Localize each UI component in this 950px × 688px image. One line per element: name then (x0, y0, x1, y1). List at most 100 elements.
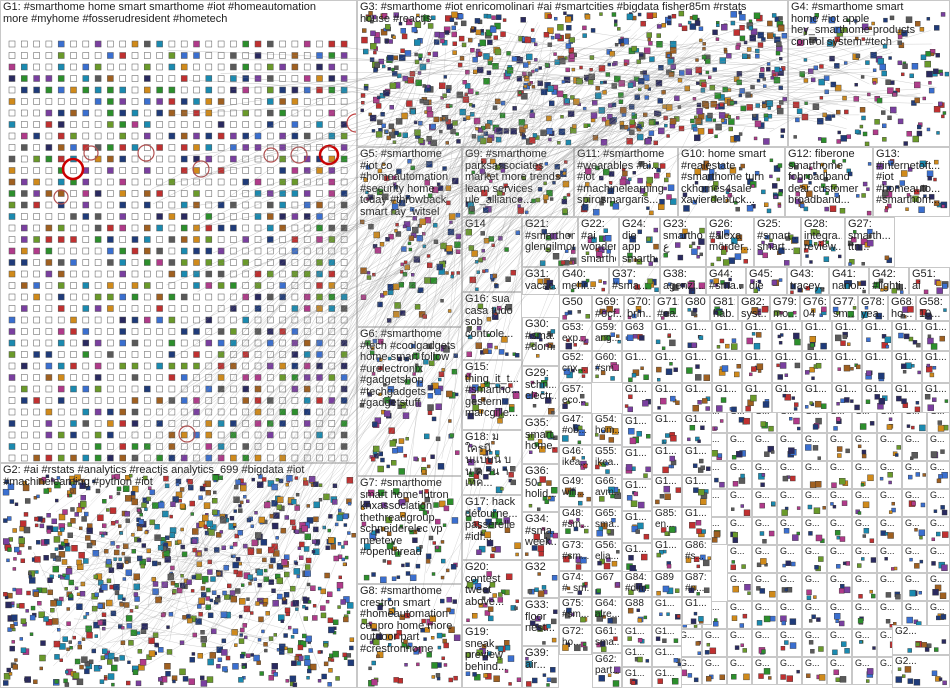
vertex-node (57, 98, 65, 105)
vertex-node (295, 492, 300, 497)
vertex-node (887, 472, 893, 478)
vertex-node (834, 63, 840, 69)
vertex-node (58, 513, 66, 521)
vertex-node (880, 530, 886, 536)
vertex-node (131, 282, 139, 289)
vertex-node (156, 63, 163, 71)
small-group-label: G... (780, 659, 795, 668)
vertex-node (743, 40, 748, 45)
vertex-node (434, 31, 440, 38)
small-group-cell: G... (802, 657, 827, 685)
vertex-node (12, 528, 17, 533)
vertex-node (33, 420, 40, 427)
vertex-node (221, 545, 226, 550)
vertex-node (163, 475, 169, 482)
vertex-cluster (730, 531, 739, 543)
vertex-node (271, 522, 279, 530)
vertex-node (156, 351, 163, 358)
vertex-node (279, 144, 286, 151)
vertex-node (728, 126, 733, 132)
vertex-node (328, 201, 336, 209)
vertex-node (113, 549, 120, 556)
vertex-node (306, 582, 311, 587)
vertex-node (33, 397, 40, 404)
vertex-node (119, 52, 126, 59)
vertex-node (637, 637, 643, 643)
vertex-node (21, 305, 28, 312)
vertex-node (763, 138, 770, 145)
small-group-cell: G... (852, 517, 877, 545)
vertex-node (901, 72, 905, 77)
vertex-node (700, 425, 705, 430)
vertex-node (924, 60, 931, 68)
vertex-node (276, 577, 283, 584)
vertex-node (468, 245, 475, 251)
vertex-node (3, 518, 8, 523)
vertex-node (349, 645, 354, 651)
vertex-node (82, 75, 90, 82)
vertex-node (156, 201, 163, 209)
vertex-node (490, 278, 495, 282)
vertex-cluster (859, 640, 876, 650)
vertex-node (431, 15, 436, 21)
vertex-node (131, 224, 139, 232)
vertex-node (21, 270, 28, 278)
vertex-node (927, 337, 934, 345)
small-group-label: G1... (925, 385, 947, 395)
vertex-node (19, 520, 27, 527)
vertex-node (279, 201, 286, 209)
vertex-node (57, 339, 65, 347)
vertex-node (772, 73, 777, 77)
vertex-node (279, 86, 286, 94)
vertex-node (825, 114, 832, 121)
vertex-node (291, 109, 299, 117)
vertex-node (235, 556, 241, 562)
vertex-node (148, 637, 155, 644)
vertex-node (340, 178, 348, 186)
vertex-node (755, 54, 760, 59)
vertex-node (693, 127, 698, 132)
vertex-cluster (836, 446, 850, 458)
vertex-node (199, 485, 206, 492)
vertex-node (82, 190, 90, 197)
vertex-node (70, 224, 77, 232)
vertex-node (94, 178, 102, 186)
vertex-node (617, 27, 621, 31)
vertex-node (94, 190, 102, 197)
vertex-node (216, 571, 222, 576)
vertex-node (442, 93, 447, 98)
vertex-node (279, 52, 286, 59)
vertex-cluster (657, 677, 679, 685)
vertex-node (746, 47, 752, 52)
vertex-node (890, 80, 895, 85)
vertex-node (62, 573, 66, 577)
vertex-node (895, 87, 901, 93)
vertex-node (242, 270, 249, 278)
vertex-node (940, 614, 947, 620)
small-group-label: G1... (655, 477, 677, 487)
vertex-node (200, 630, 205, 635)
small-group-cell: G... (802, 573, 827, 601)
vertex-node (168, 270, 176, 278)
vertex-node (91, 605, 98, 612)
vertex-node (267, 385, 274, 393)
vertex-node (932, 397, 937, 402)
vertex-node (347, 602, 354, 609)
vertex-node (211, 498, 218, 504)
vertex-node (267, 480, 275, 487)
vertex-node (95, 488, 101, 494)
vertex-node (242, 443, 249, 450)
vertex-node (144, 507, 148, 511)
vertex-node (279, 305, 286, 312)
vertex-node (627, 406, 633, 413)
vertex-node (254, 109, 262, 117)
vertex-cluster (712, 530, 721, 543)
vertex-node (291, 98, 299, 105)
vertex-node (291, 259, 299, 266)
vertex-cluster (732, 473, 746, 487)
vertex-node (238, 614, 243, 619)
vertex-node (813, 65, 819, 71)
vertex-node (230, 109, 237, 117)
vertex-node (736, 71, 743, 77)
vertex-node (431, 572, 436, 576)
